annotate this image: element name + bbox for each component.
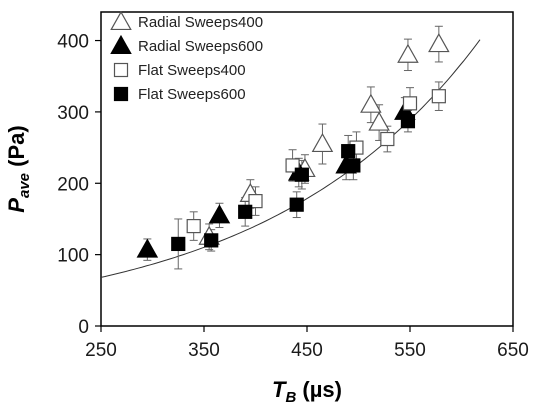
data-point-square-filled	[400, 114, 416, 129]
data-point-triangle-filled	[208, 204, 231, 224]
data-point-triangle-open	[311, 132, 334, 153]
data-point-square-filled	[346, 158, 361, 173]
x-axis-title-unit: (µs)	[296, 377, 342, 402]
y-axis-title: Pave (Pa)	[4, 125, 33, 212]
data-point-square-open	[402, 96, 418, 111]
x-axis-title: TB (µs)	[272, 377, 342, 406]
x-ticks-group: 250 350 450 550 650	[85, 326, 529, 361]
data-point-square-filled	[294, 167, 309, 182]
data-point-square-open	[248, 194, 263, 209]
data-point-triangle-open	[360, 93, 382, 113]
y-tick-label: 100	[57, 246, 89, 267]
data-point-square-filled	[289, 197, 304, 212]
legend: Radial Sweeps400 Radial Sweeps600 Flat Swe…	[110, 10, 263, 103]
data-point-triangle-open	[397, 43, 419, 63]
y-tick-label: 200	[57, 174, 89, 195]
y-axis-title-sub: ave	[16, 173, 33, 198]
y-tick-label: 400	[57, 32, 89, 53]
data-point-square-filled	[204, 233, 219, 248]
legend-label: Radial Sweeps600	[138, 38, 263, 55]
x-tick-label: 250	[85, 340, 117, 361]
y-axis-title-unit: (Pa)	[4, 125, 29, 173]
data-point-square-open	[380, 131, 395, 147]
x-tick-label: 350	[188, 340, 220, 361]
data-point-triangle-filled	[136, 238, 159, 258]
y-axis-title-main: P	[4, 198, 29, 213]
legend-marker-square-filled	[113, 86, 129, 102]
data-point-square-filled	[171, 236, 186, 252]
data-point-square-filled	[238, 204, 253, 219]
x-axis-title-main: T	[272, 377, 287, 402]
y-tick-label: 300	[57, 103, 89, 124]
legend-label: Radial Sweeps400	[138, 14, 263, 31]
markers-group	[136, 32, 450, 258]
data-point-square-open	[186, 218, 201, 234]
x-tick-label: 450	[291, 340, 323, 361]
y-tick-label: 0	[78, 317, 89, 338]
legend-label: Flat Sweeps400	[138, 62, 246, 79]
legend-marker-triangle-filled	[110, 34, 132, 55]
legend-label: Flat Sweeps600	[138, 86, 246, 103]
legend-marker-square-open	[113, 62, 129, 78]
legend-marker-triangle-open	[110, 10, 132, 31]
x-tick-label: 550	[394, 340, 426, 361]
y-ticks-group: 0 100 200 300 400	[57, 32, 101, 338]
data-point-triangle-open	[428, 32, 450, 53]
x-tick-label: 650	[497, 340, 529, 361]
x-axis-title-sub: B	[285, 389, 296, 406]
data-point-triangle-open	[368, 111, 390, 131]
data-point-square-open	[431, 89, 446, 104]
data-point-square-filled	[341, 144, 356, 159]
